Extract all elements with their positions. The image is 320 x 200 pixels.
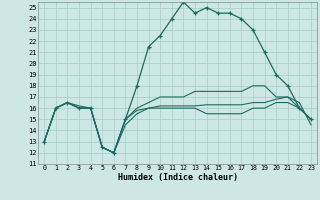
X-axis label: Humidex (Indice chaleur): Humidex (Indice chaleur)	[118, 173, 238, 182]
